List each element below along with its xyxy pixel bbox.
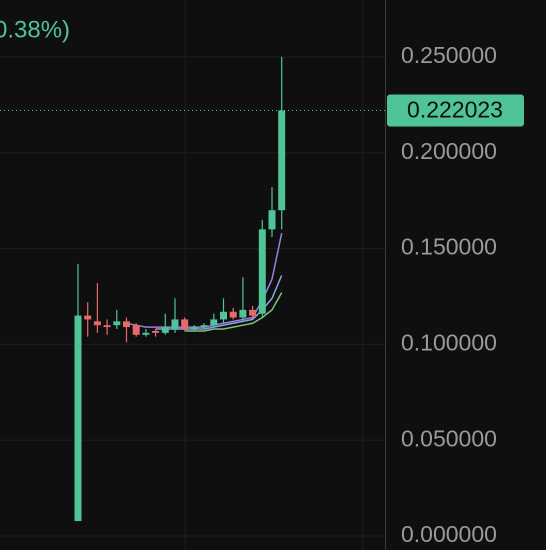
- candle-body: [200, 325, 208, 328]
- candle-body: [210, 319, 218, 326]
- candle-body: [190, 327, 198, 330]
- candle-body: [161, 327, 169, 333]
- y-tick-label: 0.250000: [401, 42, 497, 68]
- header-change: 0.38%): [0, 16, 70, 43]
- candle-body: [278, 110, 286, 211]
- y-tick-label: 0.100000: [401, 329, 497, 355]
- candle-body: [220, 311, 227, 320]
- candle-body: [132, 325, 140, 335]
- candle-body: [258, 229, 266, 314]
- candle-body: [123, 321, 130, 328]
- candle-body: [113, 321, 121, 326]
- candle-body: [249, 309, 257, 316]
- candle-body: [84, 315, 92, 320]
- y-tick-label: 0.150000: [401, 234, 497, 260]
- candle-body: [142, 332, 150, 335]
- candle-body: [268, 210, 276, 230]
- y-tick-label: 0.200000: [401, 138, 497, 164]
- last-price-label: 0.222023: [407, 97, 503, 123]
- y-tick-label: 0.000000: [401, 521, 497, 547]
- candle-body: [74, 315, 82, 522]
- candle-body: [239, 309, 247, 318]
- moving-average: [184, 292, 283, 332]
- candle-body: [171, 319, 179, 330]
- candle-body: [93, 321, 101, 326]
- candle-body: [152, 330, 160, 333]
- y-tick-label: 0.050000: [401, 425, 497, 451]
- last-price-tag: [387, 94, 524, 127]
- candle-body: [229, 311, 237, 318]
- candle-body: [103, 325, 111, 328]
- candle-body: [181, 319, 189, 330]
